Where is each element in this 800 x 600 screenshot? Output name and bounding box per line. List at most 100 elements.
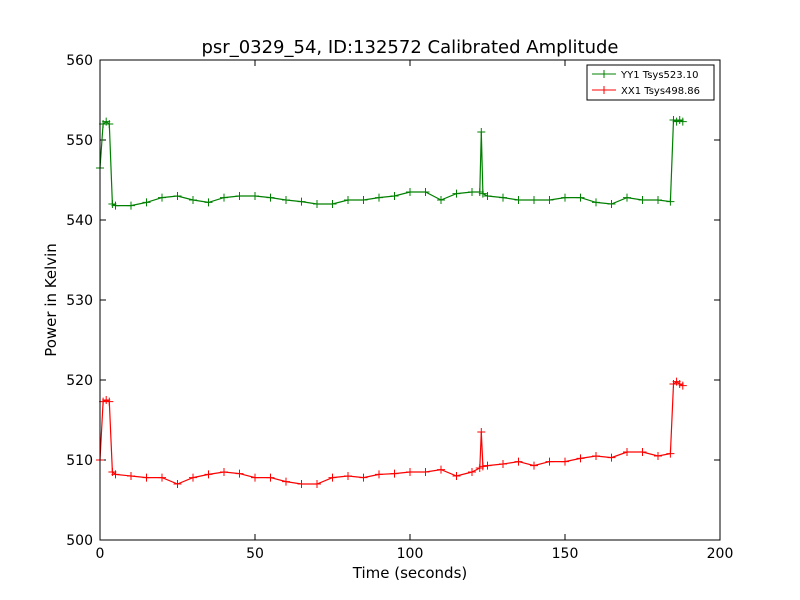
data-point <box>189 473 197 482</box>
legend-label-xx1: XX1 Tsys498.86 <box>621 86 700 97</box>
data-point <box>173 192 182 200</box>
data-point <box>638 448 647 456</box>
data-point <box>375 193 383 202</box>
data-point <box>468 188 476 196</box>
data-point <box>344 196 352 204</box>
data-point <box>297 197 306 206</box>
data-point <box>359 196 368 204</box>
data-point <box>359 473 368 482</box>
data-point <box>105 397 114 406</box>
series-layer <box>96 116 687 488</box>
data-point <box>406 468 414 476</box>
data-point <box>344 472 352 480</box>
data-point <box>478 462 487 471</box>
data-point <box>204 470 213 479</box>
legend-label-yy1: YY1 Tsys523.10 <box>620 70 699 81</box>
y-axis-label: Power in Kelvin <box>42 243 60 357</box>
y-tick-label: 520 <box>66 373 93 389</box>
data-point <box>654 196 662 204</box>
data-point <box>266 473 275 482</box>
data-point <box>437 465 445 474</box>
data-point <box>189 196 197 204</box>
data-point <box>592 452 600 460</box>
y-tick-label: 510 <box>66 453 93 469</box>
data-point <box>576 193 585 202</box>
y-tick-label: 550 <box>66 133 93 149</box>
data-point <box>530 196 538 204</box>
x-tick-label: 200 <box>707 546 734 562</box>
data-point <box>421 188 430 196</box>
data-point <box>477 428 486 436</box>
data-point <box>328 473 337 482</box>
y-tick-label: 500 <box>66 533 93 549</box>
legend-box <box>586 64 715 101</box>
y-tick-label: 540 <box>66 213 93 229</box>
data-point <box>530 461 538 470</box>
data-point <box>390 469 399 478</box>
data-point <box>313 200 321 208</box>
x-axis-label: Time (seconds) <box>352 564 468 582</box>
x-tick-label: 50 <box>246 546 264 562</box>
data-point <box>437 196 445 204</box>
data-point <box>499 460 507 468</box>
y-tick-label: 560 <box>66 53 93 69</box>
x-tick-label: 0 <box>96 546 105 562</box>
data-point <box>142 198 151 207</box>
data-point <box>282 196 290 204</box>
data-point <box>678 117 687 126</box>
series-xx1 <box>96 377 687 488</box>
y-axis: 500 510 520 530 540 550 560 <box>66 53 720 549</box>
data-point <box>514 457 523 466</box>
data-point <box>297 480 306 488</box>
series-yy1 <box>96 116 687 210</box>
legend-marker-xx1 <box>600 86 608 94</box>
data-point <box>499 193 507 202</box>
x-axis: 0 50 100 150 200 <box>96 60 734 562</box>
data-point <box>592 198 600 207</box>
chart-title: psr_0329_54, ID:132572 Calibrated Amplit… <box>201 37 618 58</box>
data-point <box>623 193 631 202</box>
plot-area <box>100 60 720 540</box>
data-point <box>158 193 166 202</box>
data-point <box>623 448 631 456</box>
data-point <box>654 452 662 460</box>
data-point <box>111 470 120 479</box>
data-point <box>678 381 687 390</box>
data-point <box>105 120 114 128</box>
data-point <box>235 469 244 478</box>
data-point <box>251 473 259 482</box>
data-point <box>390 192 399 200</box>
data-point <box>173 480 182 488</box>
legend-item-xx1: XX1 Tsys498.86 <box>592 86 700 97</box>
data-point <box>477 128 486 136</box>
data-point <box>561 193 569 202</box>
data-point <box>127 201 135 210</box>
data-point <box>483 461 492 470</box>
data-point <box>576 454 585 463</box>
data-point <box>142 473 151 482</box>
x-tick-label: 100 <box>397 546 424 562</box>
data-point <box>406 188 414 196</box>
data-point <box>282 477 290 486</box>
y-tick-label: 530 <box>66 293 93 309</box>
data-point <box>478 189 487 198</box>
legend-item-yy1: YY1 Tsys523.10 <box>592 70 699 81</box>
data-point <box>204 198 213 207</box>
data-point <box>220 193 228 202</box>
data-point <box>561 457 569 466</box>
plot-frame <box>100 60 720 540</box>
plot-border <box>99 59 721 541</box>
data-point <box>452 472 461 480</box>
legend-marker-yy1 <box>600 70 608 78</box>
data-point <box>375 470 383 479</box>
data-point <box>313 480 321 488</box>
data-point <box>607 200 616 208</box>
data-point <box>251 192 259 200</box>
data-point <box>468 468 476 476</box>
data-point <box>666 197 675 206</box>
data-point <box>514 196 523 204</box>
data-point <box>638 196 647 204</box>
data-point <box>111 201 120 210</box>
data-point <box>266 193 275 202</box>
